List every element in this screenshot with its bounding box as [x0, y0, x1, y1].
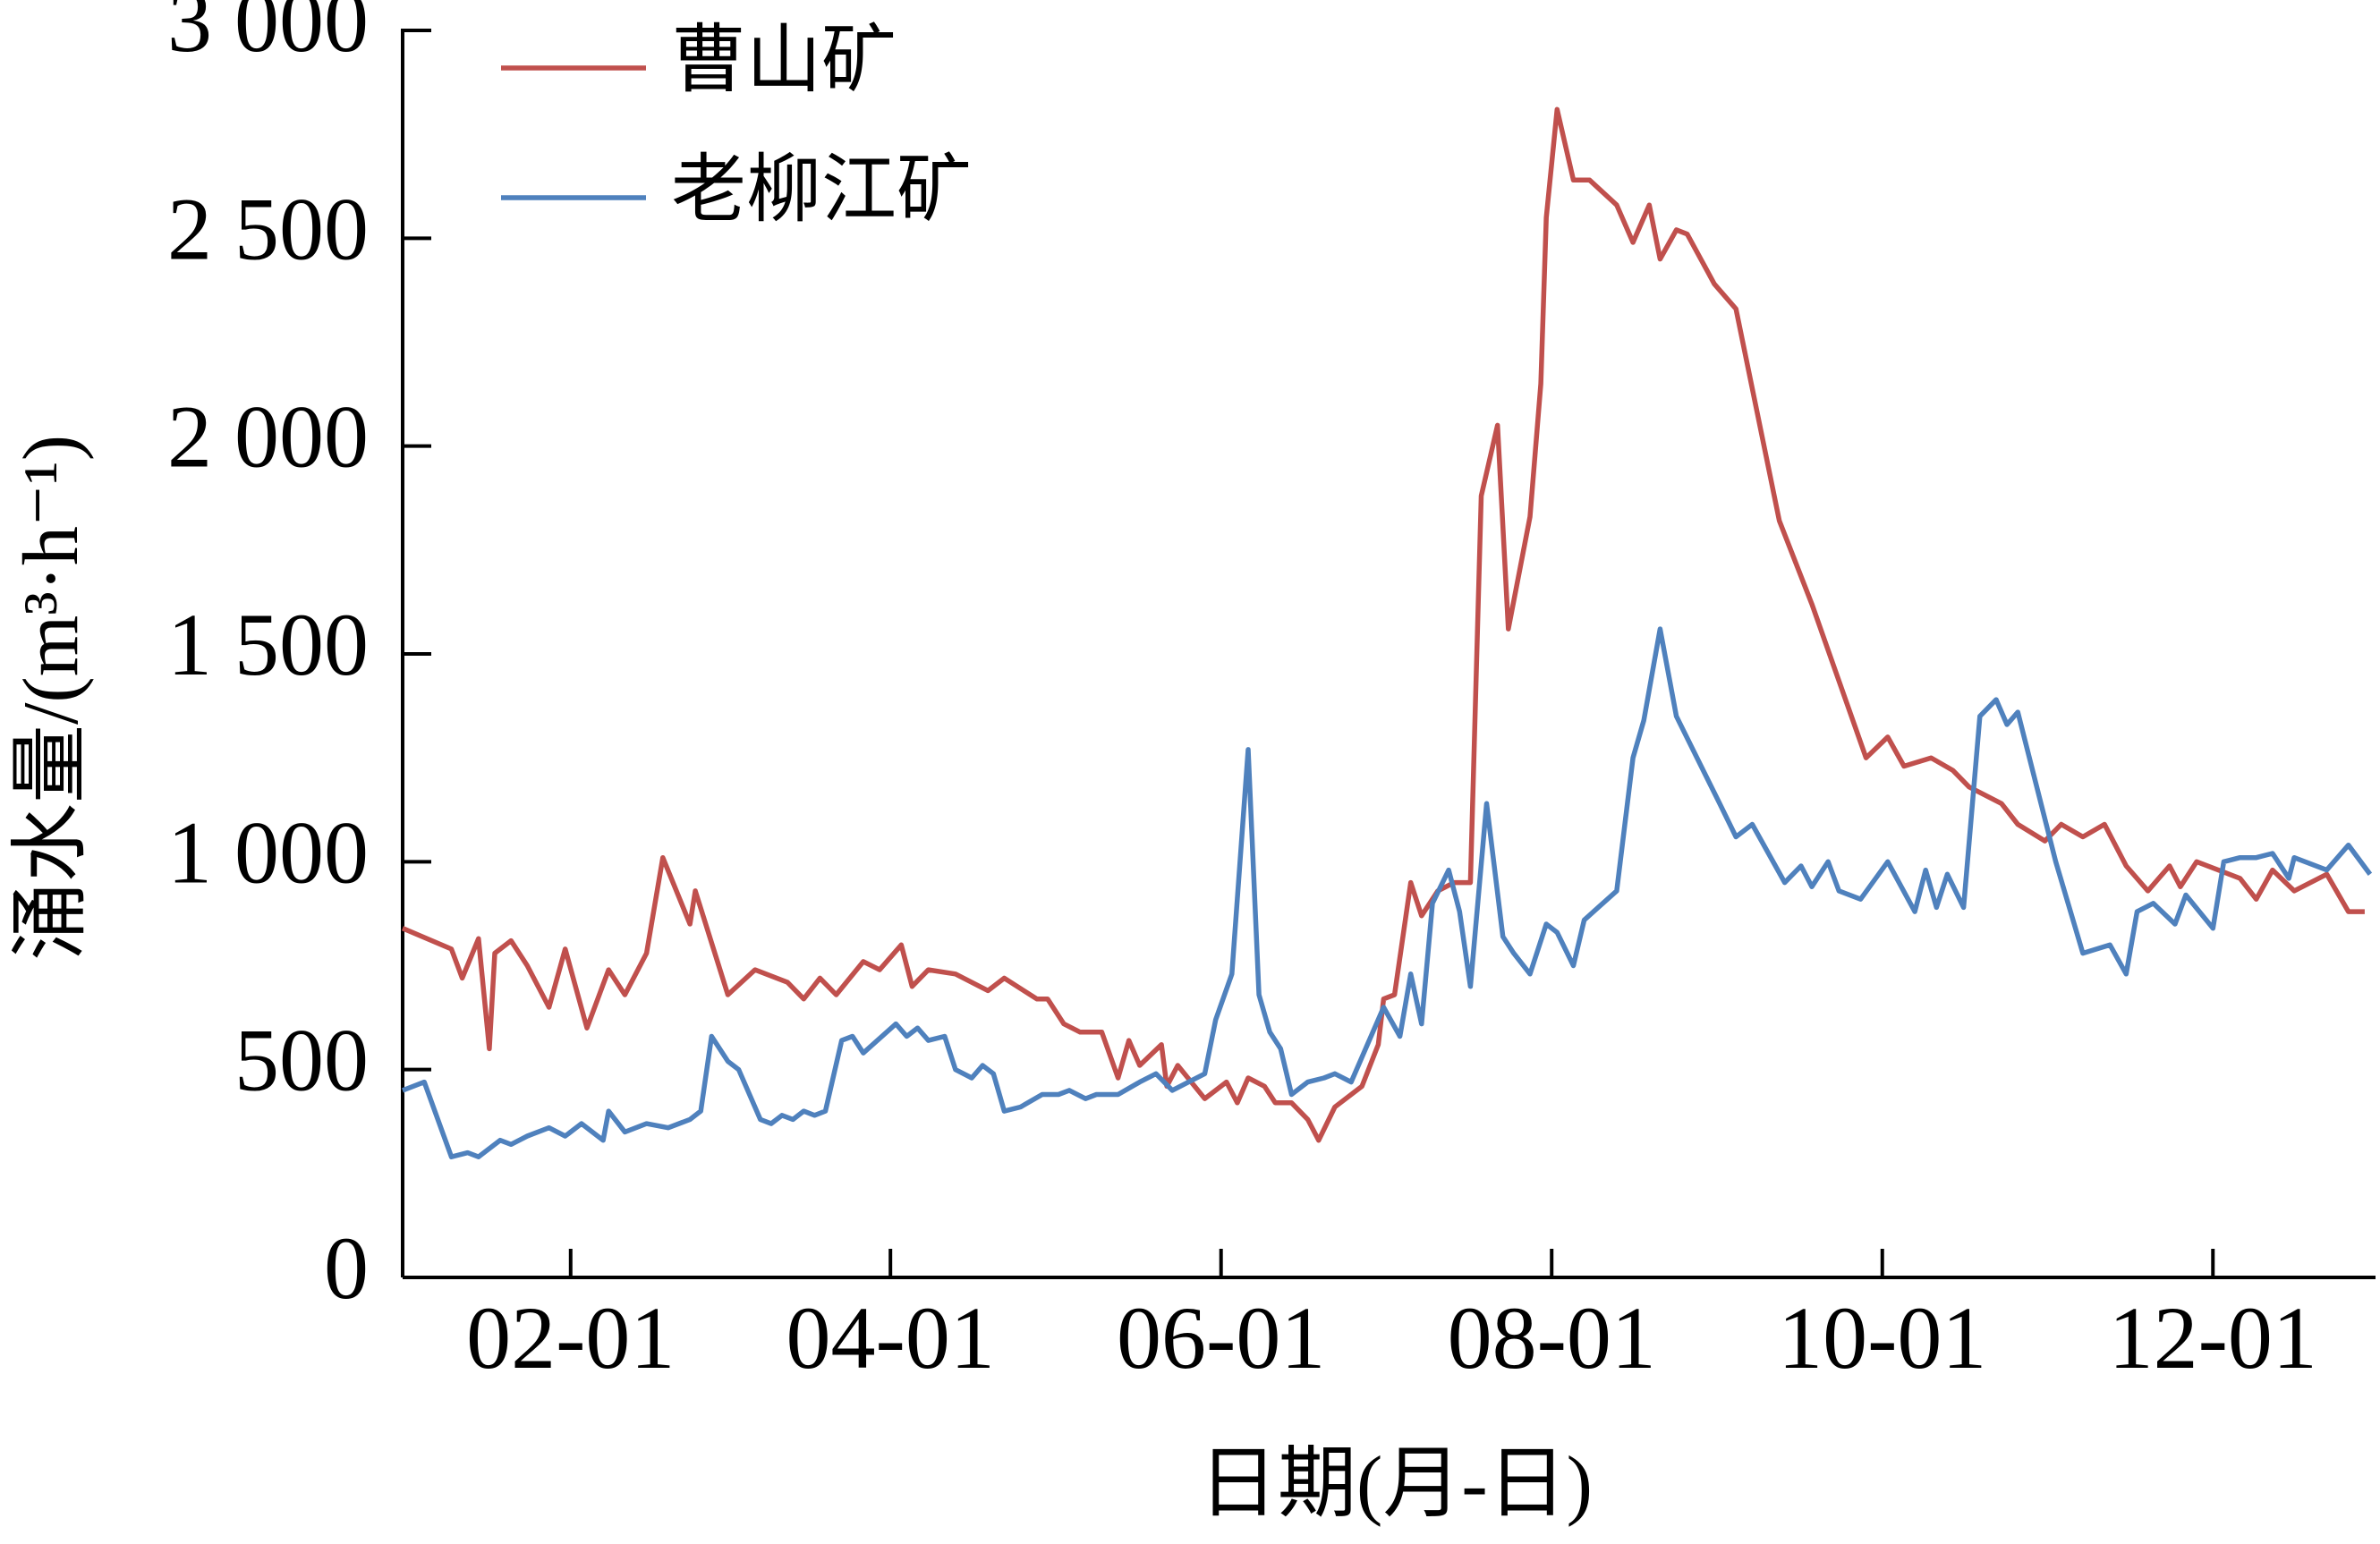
y-axis-label: 涌水量/(m³·h⁻¹) — [8, 435, 95, 961]
x-tick-label: 10-01 — [1778, 1288, 1986, 1387]
y-tick-label: 2 500 — [167, 179, 369, 278]
x-tick-label: 08-01 — [1448, 1288, 1656, 1387]
y-tick-label: 0 — [324, 1218, 369, 1318]
y-tick-label: 1 500 — [167, 595, 369, 694]
y-tick-label: 1 000 — [167, 802, 369, 902]
legend-label: 老柳江矿 — [671, 148, 972, 232]
series-line — [402, 626, 2373, 1159]
x-tick-label: 04-01 — [786, 1288, 995, 1387]
y-tick-label: 500 — [234, 1011, 369, 1110]
legend-label: 曹山矿 — [671, 19, 897, 102]
y-tick-label: 2 000 — [167, 387, 369, 487]
y-tick-label: 3 000 — [167, 0, 369, 71]
series-line — [401, 106, 2365, 1143]
x-tick-label: 02-01 — [466, 1288, 675, 1387]
x-tick-label: 06-01 — [1117, 1288, 1325, 1387]
x-axis-label: 日期(月-日) — [1199, 1441, 1593, 1528]
x-tick-label: 12-01 — [2109, 1288, 2317, 1387]
